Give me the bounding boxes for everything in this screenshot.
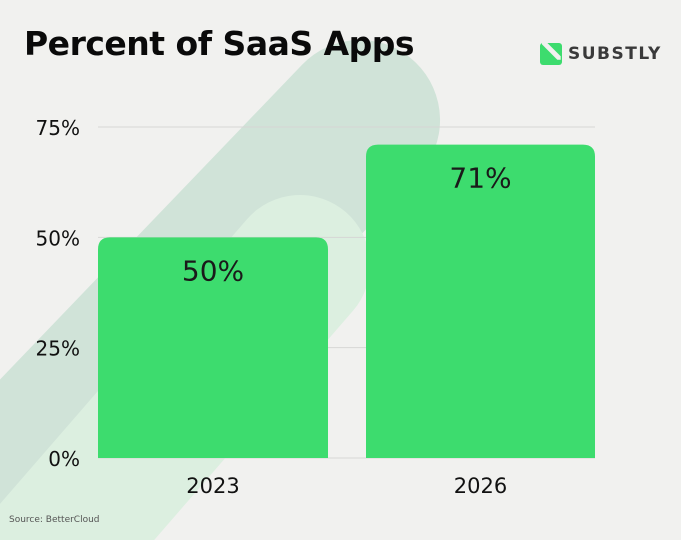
y-tick-label: 25% bbox=[36, 337, 80, 361]
substly-s-logo-icon bbox=[540, 43, 562, 65]
chart-title: Percent of SaaS Apps bbox=[24, 24, 415, 63]
y-tick-label: 0% bbox=[48, 447, 80, 471]
data-label: 50% bbox=[182, 254, 244, 287]
y-tick-label: 75% bbox=[36, 116, 80, 140]
bar bbox=[366, 144, 595, 459]
data-label: 71% bbox=[449, 162, 511, 195]
source-note: Source: BetterCloud bbox=[9, 515, 100, 525]
bar bbox=[98, 237, 328, 458]
y-tick-label: 50% bbox=[36, 226, 80, 250]
logo: SUBSTLY bbox=[540, 43, 662, 65]
x-tick-label: 2023 bbox=[186, 474, 239, 498]
logo-text: SUBSTLY bbox=[568, 44, 662, 64]
x-tick-label: 2026 bbox=[454, 474, 507, 498]
